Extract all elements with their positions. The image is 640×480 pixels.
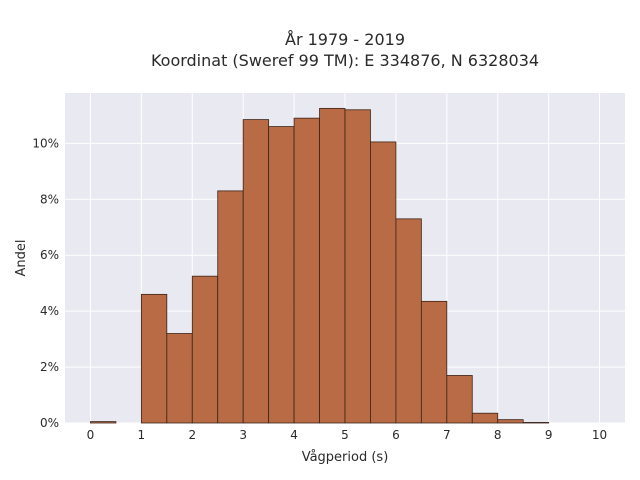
- histogram-bar: [293, 117, 320, 424]
- histogram-bar: [370, 141, 397, 424]
- chart-title-line-2: Koordinat (Sweref 99 TM): E 334876, N 63…: [151, 51, 539, 70]
- x-tick-label: 3: [239, 428, 247, 442]
- y-axis-label: Andel: [14, 240, 29, 277]
- histogram-bars: [90, 107, 550, 424]
- histogram-bar: [522, 422, 550, 424]
- x-tick-label: 0: [87, 428, 95, 442]
- y-tick-label: 8%: [40, 192, 59, 206]
- histogram-bar: [395, 218, 422, 424]
- chart-title-line-1: År 1979 - 2019: [285, 30, 405, 49]
- x-tick-label: 7: [443, 428, 451, 442]
- histogram-bar: [268, 126, 295, 424]
- histogram-bar: [497, 419, 524, 424]
- y-tick-label: 6%: [40, 248, 59, 262]
- histogram-bar: [471, 412, 499, 424]
- histogram-bar: [242, 119, 270, 424]
- histogram-bar: [191, 275, 219, 424]
- y-tick-label: 0%: [40, 416, 59, 430]
- y-tick-label: 4%: [40, 304, 59, 318]
- histogram-bar: [140, 293, 168, 424]
- histogram-bar: [90, 421, 117, 424]
- x-axis-label: Vågperiod (s): [302, 450, 389, 465]
- y-tick-label: 2%: [40, 360, 59, 374]
- histogram-bar: [420, 300, 448, 424]
- x-tick-label: 1: [138, 428, 146, 442]
- x-axis-ticks: 0 1 2 3 4 5 6 7 8 9 10: [87, 428, 608, 442]
- histogram-bar: [446, 375, 473, 424]
- histogram-bar: [166, 333, 193, 424]
- x-tick-label: 10: [592, 428, 607, 442]
- y-tick-label: 10%: [32, 136, 59, 150]
- y-axis-ticks: 0% 2% 4% 6% 8% 10%: [32, 136, 59, 430]
- x-tick-label: 4: [290, 428, 298, 442]
- x-tick-label: 6: [392, 428, 400, 442]
- histogram-bar: [319, 107, 346, 424]
- x-tick-label: 2: [188, 428, 196, 442]
- histogram-bar: [217, 190, 244, 424]
- x-tick-label: 8: [494, 428, 502, 442]
- x-tick-label: 5: [341, 428, 349, 442]
- x-tick-label: 9: [545, 428, 553, 442]
- histogram-bar: [344, 109, 371, 424]
